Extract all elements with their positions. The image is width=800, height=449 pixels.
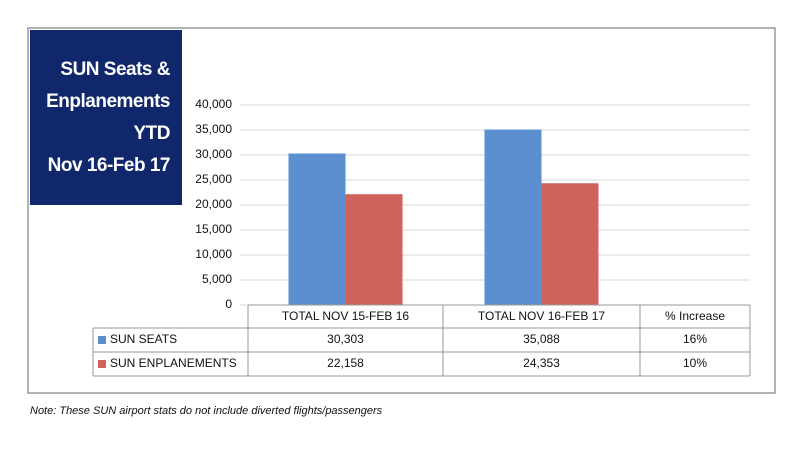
legend-swatch: [98, 360, 106, 368]
legend-swatch: [98, 336, 106, 344]
y-tick-label: 0: [225, 297, 232, 311]
y-tick-label: 15,000: [195, 222, 232, 236]
y-tick-label: 25,000: [195, 172, 232, 186]
data-label: 35,088: [523, 332, 560, 346]
chart-title: YTD: [134, 123, 171, 144]
note: Note: These SUN airport stats do not inc…: [30, 405, 383, 417]
x-tick-label: TOTAL NOV 16-FEB 17: [478, 309, 605, 323]
bar: [288, 153, 346, 305]
chart-title: SUN Seats &: [60, 59, 170, 80]
data-label: 22,158: [327, 356, 364, 370]
legend-label: SUN ENPLANEMENTS: [110, 356, 237, 370]
y-tick-label: 30,000: [195, 147, 232, 161]
y-tick-label: 40,000: [195, 97, 232, 111]
y-tick-label: 5,000: [202, 272, 232, 286]
y-tick-label: 10,000: [195, 247, 232, 261]
data-label: 24,353: [523, 356, 560, 370]
x-tick-label: TOTAL NOV 15-FEB 16: [282, 309, 409, 323]
data-label: 30,303: [327, 332, 364, 346]
bar: [345, 194, 403, 305]
increase-label: 10%: [683, 356, 707, 370]
legend-label: SUN SEATS: [110, 332, 177, 346]
chart-title: Enplanements: [46, 91, 170, 112]
y-tick-label: 35,000: [195, 122, 232, 136]
chart-title: Nov 16-Feb 17: [48, 155, 170, 176]
bar: [484, 129, 542, 305]
table-header: % Increase: [665, 309, 725, 323]
bar: [541, 183, 599, 305]
increase-label: 16%: [683, 332, 707, 346]
title-box: [30, 30, 182, 205]
y-tick-label: 20,000: [195, 197, 232, 211]
